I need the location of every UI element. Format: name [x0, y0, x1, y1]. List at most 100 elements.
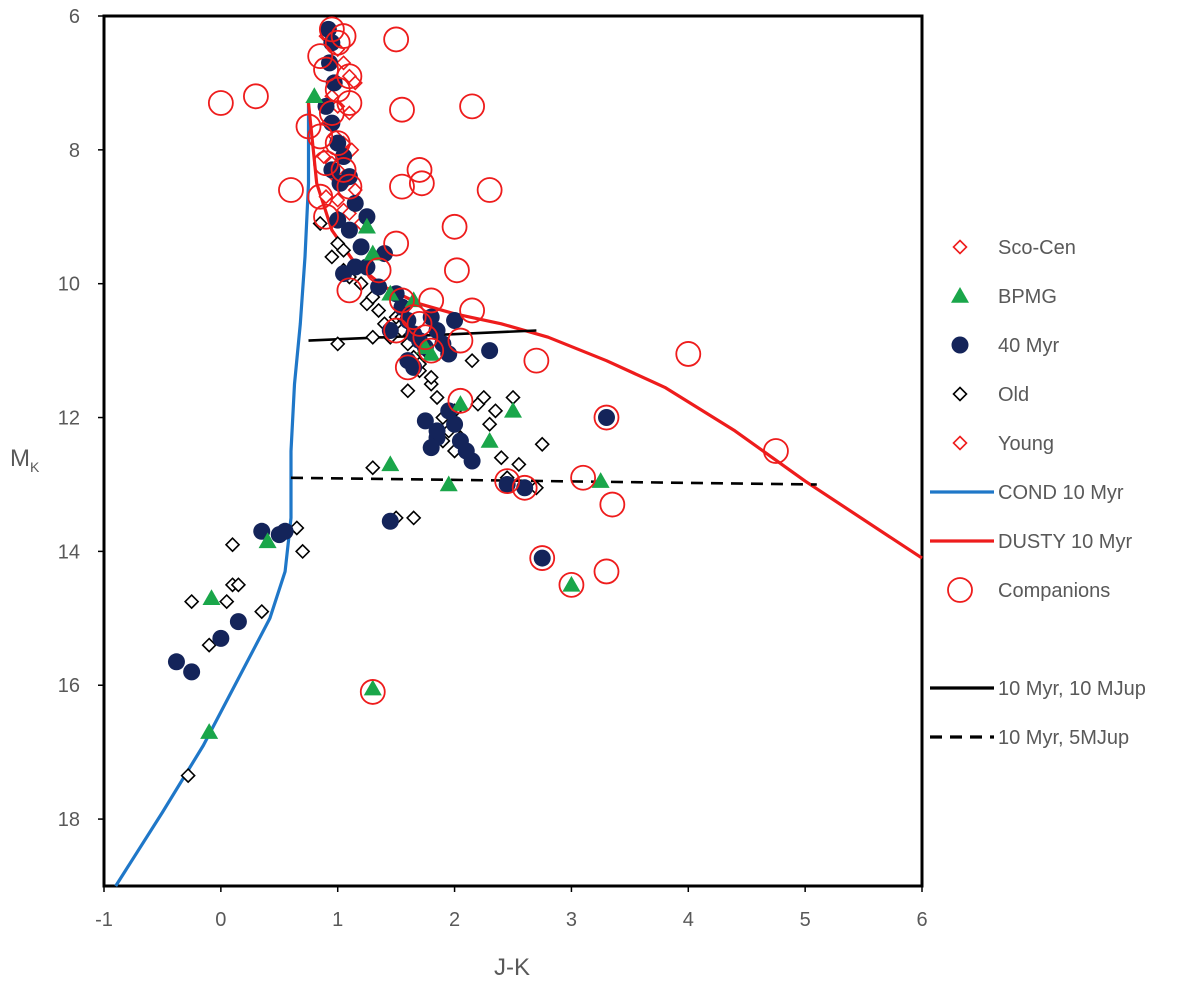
- point-companions: [207, 90, 234, 116]
- point-bpmg: [363, 244, 382, 261]
- point-old: [481, 416, 498, 432]
- point-companions: [675, 341, 702, 367]
- point-bpmg: [305, 87, 324, 104]
- point-companions: [307, 183, 334, 210]
- legend-item-40-myr: 40 Myr: [951, 335, 1059, 357]
- point-sco-cen: [341, 105, 358, 121]
- point-companions: [459, 93, 486, 120]
- point-companions: [389, 173, 415, 200]
- series-dusty-10-myr: [306, 102, 923, 560]
- point-40-myr: [498, 475, 516, 493]
- point-companions: [330, 157, 357, 183]
- point-bpmg: [200, 723, 219, 739]
- point-bpmg: [357, 217, 376, 234]
- y-tick-label: 10: [58, 274, 80, 296]
- point-companions: [412, 324, 439, 351]
- point-companions: [444, 257, 470, 284]
- point-bpmg: [591, 472, 610, 488]
- series-companions: [207, 16, 789, 705]
- point-companions: [459, 297, 486, 324]
- point-companions: [313, 203, 339, 230]
- point-companions: [313, 150, 339, 177]
- point-40-myr: [167, 653, 185, 671]
- x-tick-label: 3: [566, 909, 577, 931]
- point-40-myr: [335, 148, 353, 166]
- legend-swatch: [951, 336, 969, 354]
- y-tick-label: 8: [69, 140, 80, 162]
- legend-label: Old: [998, 384, 1029, 406]
- series-bpmg: [200, 87, 610, 739]
- point-old: [511, 456, 527, 473]
- point-companions: [324, 130, 351, 157]
- point-companions: [476, 177, 503, 203]
- legend-swatch: [947, 577, 973, 603]
- point-old: [324, 249, 340, 265]
- point-companions: [494, 468, 521, 495]
- point-companions: [529, 545, 556, 571]
- series-layer: [114, 16, 923, 887]
- legend-label: Companions: [998, 580, 1110, 602]
- point-companions: [336, 277, 363, 304]
- legend-label: 10 Myr, 5MJup: [998, 727, 1129, 749]
- legend-item-10-myr-5mjup: 10 Myr, 5MJup: [930, 727, 1129, 749]
- point-old: [365, 460, 381, 476]
- legend-label: COND 10 Myr: [998, 482, 1124, 504]
- point-40-myr: [340, 168, 358, 186]
- point-companions: [447, 327, 474, 354]
- x-tick-label: 4: [683, 909, 694, 931]
- legend-swatch: [951, 287, 969, 303]
- x-tick-label: 1: [332, 909, 343, 931]
- point-companions: [593, 404, 620, 431]
- point-companions: [406, 157, 433, 183]
- point-old: [534, 436, 550, 452]
- legend-swatch: [952, 386, 968, 402]
- legend-label: 40 Myr: [998, 335, 1059, 357]
- point-40-myr: [405, 358, 423, 376]
- point-40-myr: [428, 322, 446, 340]
- x-tick-label: 2: [449, 909, 460, 931]
- legend-item-10-myr-10-mjup: 10 Myr, 10 MJup: [930, 678, 1146, 700]
- point-old: [219, 593, 235, 610]
- point-companions: [408, 170, 435, 197]
- point-bpmg: [258, 532, 277, 549]
- point-companions: [593, 558, 620, 585]
- x-tick-label: 0: [215, 909, 226, 931]
- point-old: [330, 336, 346, 352]
- legend-item-bpmg: BPMG: [951, 286, 1057, 308]
- point-companions: [365, 257, 392, 284]
- point-companions: [383, 230, 410, 257]
- point-companions: [523, 347, 550, 374]
- point-bpmg: [363, 679, 382, 696]
- point-old: [230, 577, 247, 593]
- point-old: [464, 353, 480, 369]
- y-axis-title-sub: K: [30, 459, 40, 475]
- point-bpmg: [451, 395, 470, 411]
- point-companions: [383, 26, 410, 53]
- legend: Sco-Cen BPMG 40 Myr Old Young COND 10 Myr DUST…: [930, 237, 1146, 749]
- point-companions: [406, 310, 433, 337]
- point-companions: [441, 213, 468, 240]
- point-companions: [336, 173, 363, 200]
- point-companions: [599, 491, 626, 518]
- point-40-myr: [329, 134, 347, 152]
- point-40-myr: [422, 308, 440, 326]
- point-companions: [558, 571, 585, 598]
- point-companions: [307, 123, 334, 150]
- point-companions: [318, 100, 345, 126]
- point-40-myr: [446, 415, 464, 433]
- legend-item-cond-10-myr: COND 10 Myr: [930, 482, 1124, 504]
- point-40-myr: [463, 452, 481, 470]
- point-40-myr: [422, 439, 440, 457]
- y-tick-label: 12: [58, 408, 80, 430]
- y-tick-label: 6: [69, 6, 80, 28]
- point-bpmg: [504, 401, 522, 418]
- point-40-myr: [446, 312, 464, 329]
- point-companions: [324, 29, 351, 56]
- point-40-myr: [276, 522, 294, 540]
- point-old: [180, 767, 196, 784]
- point-old: [224, 537, 241, 553]
- point-40-myr: [597, 409, 615, 427]
- point-old: [493, 450, 509, 466]
- point-companions: [511, 474, 538, 501]
